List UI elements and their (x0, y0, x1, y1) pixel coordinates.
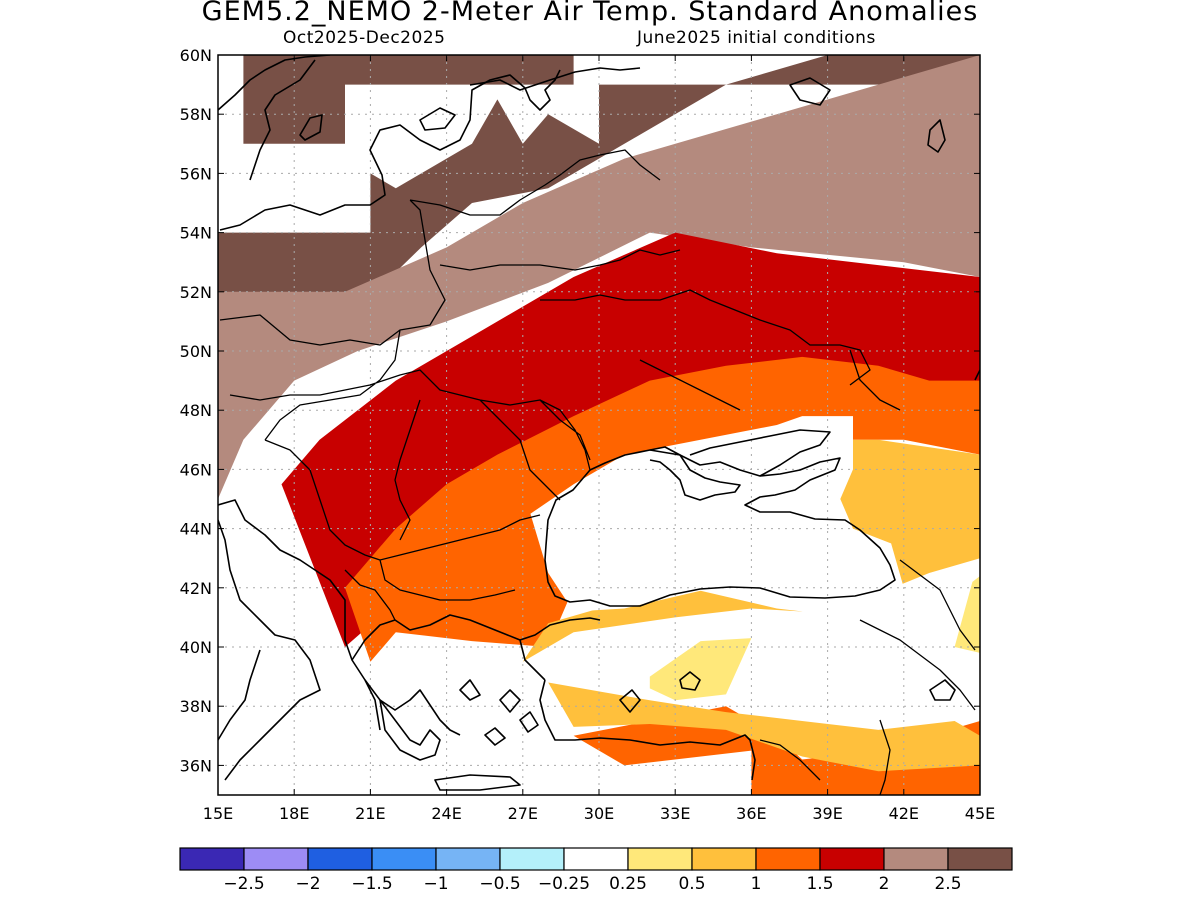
legend-label: −1 (423, 874, 448, 894)
italy-coast (218, 519, 321, 781)
lon-tick-label: 42E (889, 804, 919, 823)
anomaly-fields (218, 55, 980, 795)
legend-swatch (435, 847, 501, 871)
legend-swatch (883, 847, 949, 871)
legend-label: 0.5 (678, 874, 705, 894)
gridlines (218, 55, 980, 795)
legend-label: −2 (295, 874, 320, 894)
turkey-west-coast (519, 617, 756, 781)
rybinsk (927, 119, 946, 153)
lon-tick-label: 30E (584, 804, 614, 823)
lon-tick-label: 33E (660, 804, 690, 823)
anomaly-region-1 (218, 55, 980, 499)
caspian-coast (929, 369, 980, 701)
legend-swatch (179, 847, 245, 871)
black-sea-coast (544, 449, 896, 607)
legend-label: −1.5 (351, 874, 392, 894)
axis-ticks: 15E 18E 21E 24E 27E 30E 33E 36E 39E 42E 45E 36N 38N 4… (180, 46, 996, 823)
lat-tick-label: 52N (180, 283, 212, 302)
lat-tick-label: 36N (180, 756, 212, 775)
legend-label: −0.5 (479, 874, 520, 894)
crete (434, 774, 521, 791)
legend-label: −0.25 (538, 874, 590, 894)
legend-swatch (947, 847, 1013, 871)
legend-label: 1 (751, 874, 762, 894)
sweden-coast (218, 55, 331, 181)
legend-label: −2.5 (223, 874, 264, 894)
lat-tick-label: 46N (180, 460, 212, 479)
greece-coast (351, 614, 546, 736)
initial-conditions: June2025 initial conditions (637, 28, 876, 48)
forecast-period: Oct2025-Dec2025 (283, 28, 446, 48)
legend-label: 0.25 (609, 874, 647, 894)
legend-swatch (563, 847, 629, 871)
adriatic-east-coast (218, 499, 381, 731)
coastlines-and-borders (218, 55, 980, 795)
legend-swatch (371, 847, 437, 871)
legend-swatch (819, 847, 885, 871)
legend-swatch (627, 847, 693, 871)
lat-tick-label: 38N (180, 697, 212, 716)
lat-tick-label: 60N (180, 46, 212, 65)
gulf-of-finland (469, 67, 641, 91)
anomaly-region-8 (954, 576, 980, 653)
legend-swatch (755, 847, 821, 871)
lat-tick-label: 50N (180, 342, 212, 361)
lon-tick-label: 21E (355, 804, 385, 823)
legend-label: 2 (879, 874, 890, 894)
map-title: GEM5.2_NEMO 2-Meter Air Temp. Standard A… (201, 0, 979, 27)
lon-tick-label: 18E (279, 804, 309, 823)
peloponnese (379, 699, 441, 761)
lat-tick-label: 54N (180, 224, 212, 243)
crimea-coast (649, 446, 741, 501)
cyprus (619, 671, 701, 713)
baltic-coast (219, 69, 561, 231)
gotland (299, 114, 323, 141)
anomaly-region-0 (218, 55, 980, 396)
lon-tick-label: 45E (965, 804, 995, 823)
legend-swatch (243, 847, 309, 871)
color-legend: −2.5 −2 −1.5 −1 −0.5 −0.25 0.25 0.5 1 1.5 2 2.5 (179, 847, 1013, 894)
legend-label: 1.5 (806, 874, 833, 894)
lat-tick-label: 48N (180, 401, 212, 420)
national-borders (219, 149, 976, 795)
lat-tick-label: 58N (180, 105, 212, 124)
lon-tick-label: 36E (736, 804, 766, 823)
lat-tick-label: 42N (180, 579, 212, 598)
lat-tick-label: 40N (180, 638, 212, 657)
lon-tick-label: 24E (431, 804, 461, 823)
legend-swatch (307, 847, 373, 871)
lon-tick-label: 39E (812, 804, 842, 823)
anomaly-region-2 (281, 232, 980, 647)
saaremaa (419, 107, 456, 131)
legend-label: 2.5 (934, 874, 961, 894)
anomaly-region-7 (649, 638, 752, 701)
lon-tick-label: 15E (203, 804, 233, 823)
lon-tick-label: 27E (508, 804, 538, 823)
anomaly-region-6 (548, 682, 980, 772)
lat-tick-label: 44N (180, 520, 212, 539)
lake-onega (789, 77, 831, 106)
aegean-islands (459, 679, 539, 746)
azov-sea-coast (689, 429, 831, 477)
legend-swatch (691, 847, 757, 871)
legend-swatch (499, 847, 565, 871)
lat-tick-label: 56N (180, 164, 212, 183)
